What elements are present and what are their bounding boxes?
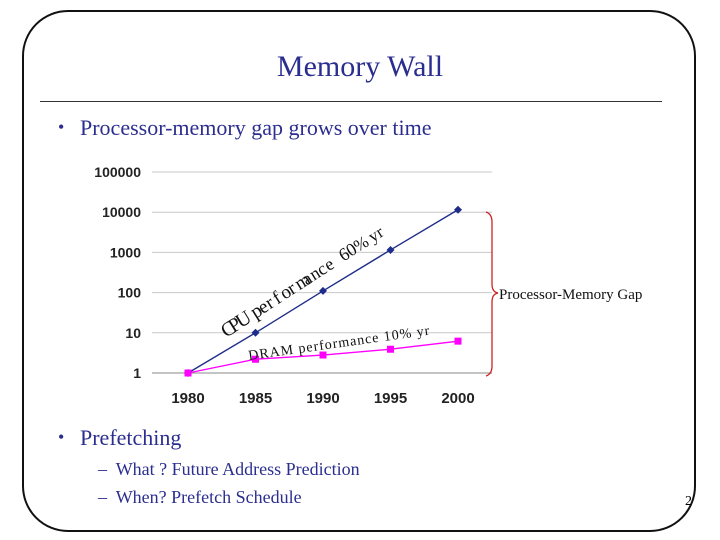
bullet-dot: • [58,117,65,137]
x-tick-label: 1995 [374,390,407,407]
title-divider [40,101,662,102]
dash: – [98,459,107,479]
cpu-point [454,205,462,214]
cpu-point [386,245,395,254]
x-tick-label: 1985 [239,390,272,407]
y-tick-label: 1 [133,365,141,381]
cpu-point [251,328,260,337]
sub-bullet-when: – When? Prefetch Schedule [98,487,302,508]
gap-brace [485,211,499,377]
sub-bullet-when-text: When? Prefetch Schedule [115,487,302,507]
sub-bullet-what-text: What ? Future Address Prediction [115,459,360,479]
slide-title: Memory Wall [276,50,444,83]
gap-label: Processor-Memory Gap [499,287,642,303]
y-tick-label: 1000 [110,244,141,260]
dram-annotation: DRAM performance 10% yr [247,324,431,364]
x-tick-label: 1980 [171,390,204,407]
dram-point [319,351,327,359]
y-tick-label: 100 [118,285,142,301]
dram-point [454,337,462,345]
dram-point [387,345,394,353]
sub-bullet-what: – What ? Future Address Prediction [98,459,360,480]
y-tick-label: 100000 [94,164,141,180]
x-tick-label: 1990 [306,390,339,407]
dash: – [98,487,107,507]
cpu-point [319,286,327,295]
bullet-gap: • Processor-memory gap grows over time [58,115,431,141]
bullet-gap-text: Processor-memory gap grows over time [80,115,432,140]
dram-point [252,355,259,363]
slide-frame [22,10,696,532]
bullet-prefetching: • Prefetching [58,425,181,451]
dram-point [184,369,192,377]
bullet-dot: • [58,427,65,447]
page-number: 2 [685,494,692,509]
y-tick-label: 10000 [102,204,141,220]
bullet-prefetching-text: Prefetching [80,425,182,450]
y-tick-label: 10 [125,325,141,341]
x-tick-label: 2000 [441,390,474,407]
